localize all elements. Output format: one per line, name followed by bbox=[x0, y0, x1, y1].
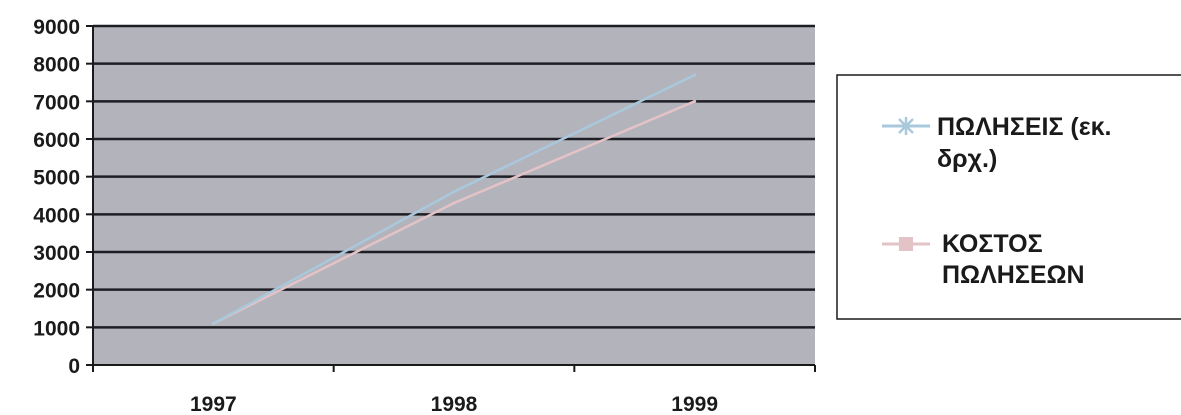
y-axis-ticks: 0 1000 2000 3000 4000 5000 6000 7000 8000 9000 bbox=[33, 16, 93, 378]
legend-box bbox=[836, 74, 1181, 320]
y-tick-label: 2000 bbox=[33, 280, 80, 303]
square-marker-icon bbox=[899, 237, 913, 251]
legend-label-sales-line2: δρχ.) bbox=[937, 145, 997, 173]
y-tick-label: 4000 bbox=[33, 204, 80, 227]
gridlines bbox=[93, 24, 815, 329]
y-tick-label: 0 bbox=[68, 355, 80, 378]
x-tick-label: 1999 bbox=[671, 393, 718, 415]
plot-area bbox=[93, 26, 815, 365]
legend-label-cost-line2: ΠΩΛΗΣΕΩΝ bbox=[942, 261, 1085, 289]
y-tick-label: 5000 bbox=[33, 167, 80, 190]
x-tick-label: 1997 bbox=[190, 393, 237, 415]
data-point bbox=[693, 73, 697, 77]
x-marker-icon bbox=[898, 117, 914, 135]
data-point bbox=[693, 99, 697, 103]
legend: ΠΩΛΗΣΕΙΣ (εκ. δρχ.) ΚΟΣΤΟΣ ΠΩΛΗΣΕΩΝ bbox=[836, 74, 1181, 320]
axes bbox=[92, 26, 815, 367]
legend-label-sales-line1: ΠΩΛΗΣΕΙΣ (εκ. bbox=[937, 113, 1111, 141]
y-tick-label: 1000 bbox=[33, 317, 80, 340]
x-axis-ticks: 1997 1998 1999 bbox=[92, 365, 816, 415]
legend-label-cost-line1: ΚΟΣΤΟΣ bbox=[942, 230, 1043, 258]
y-tick-label: 9000 bbox=[33, 16, 80, 39]
series-lines bbox=[211, 73, 697, 326]
data-point bbox=[211, 322, 215, 326]
data-point bbox=[452, 201, 456, 205]
y-tick-label: 3000 bbox=[33, 242, 80, 265]
data-point bbox=[452, 190, 456, 194]
x-tick-label: 1998 bbox=[431, 393, 478, 415]
y-tick-label: 7000 bbox=[33, 91, 80, 114]
y-tick-label: 8000 bbox=[33, 54, 80, 77]
y-tick-label: 6000 bbox=[33, 129, 80, 152]
